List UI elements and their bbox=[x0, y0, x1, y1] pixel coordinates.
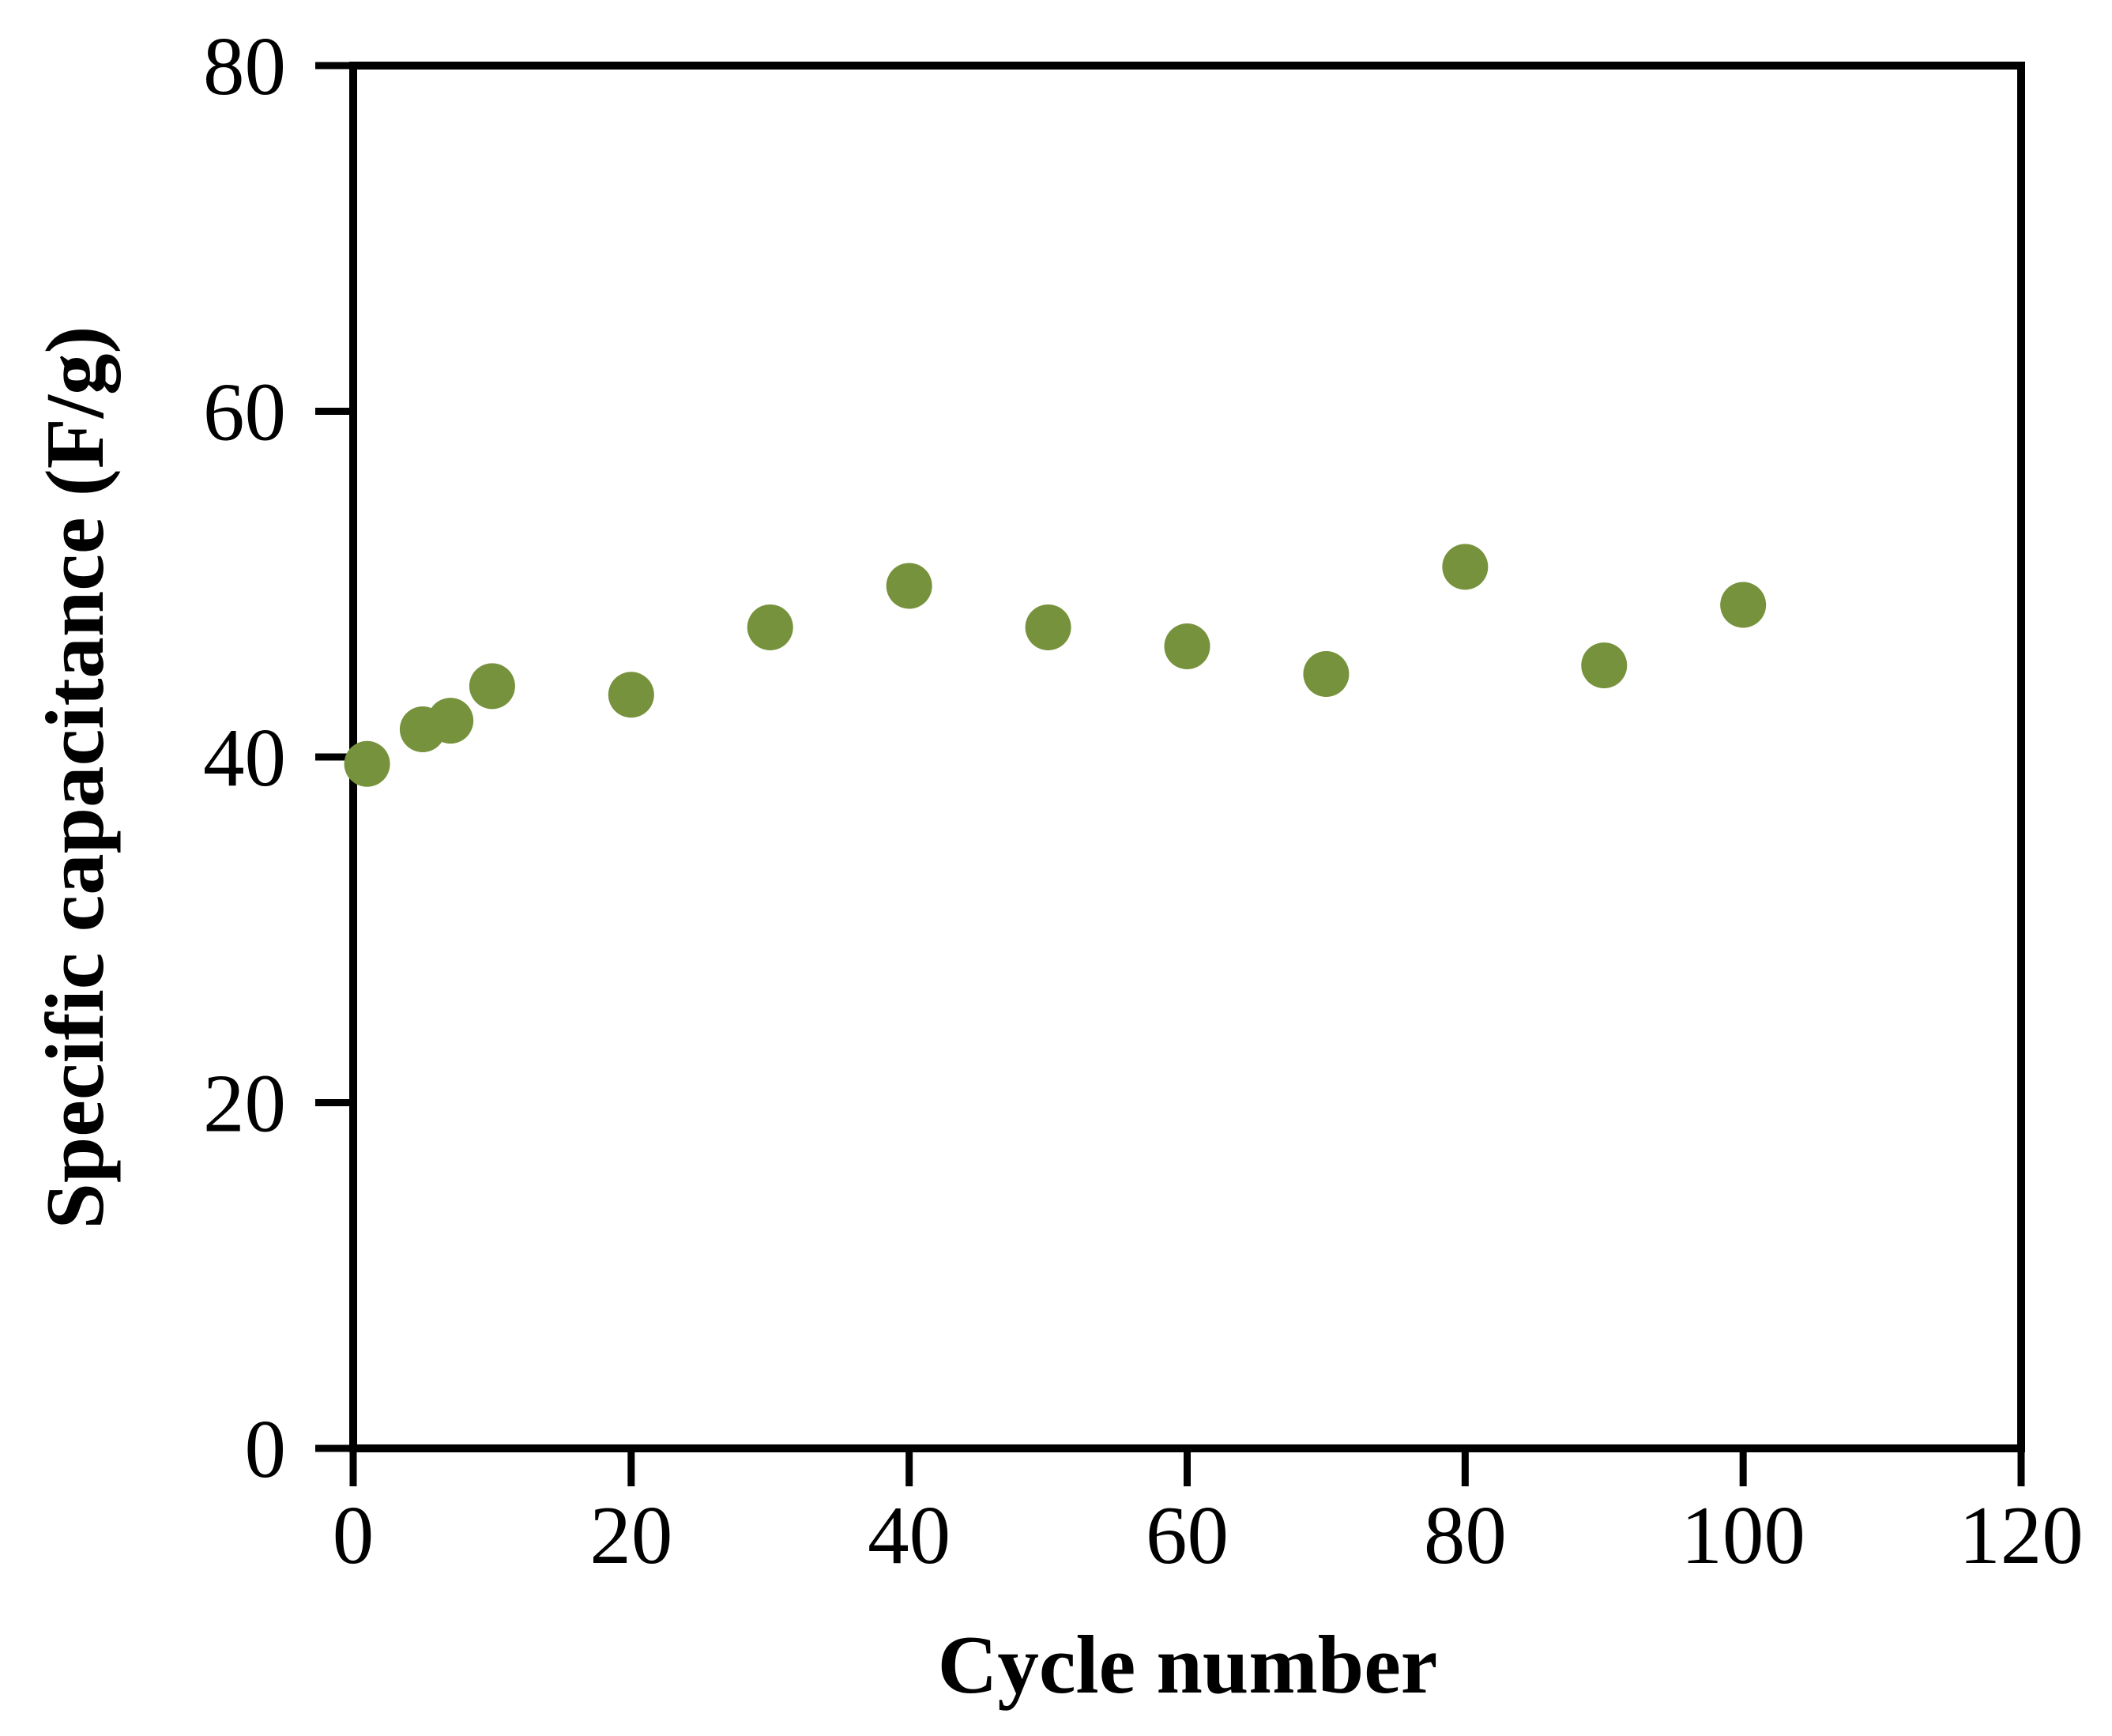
y-tick-label: 20 bbox=[203, 1057, 286, 1150]
x-tick-label: 100 bbox=[1681, 1489, 1805, 1581]
data-point bbox=[1720, 582, 1767, 628]
y-axis-title: Specific capacitance (F/g) bbox=[28, 326, 121, 1229]
data-point bbox=[344, 740, 390, 787]
data-point bbox=[608, 672, 654, 718]
y-tick-label: 40 bbox=[203, 711, 286, 804]
x-tick-label: 120 bbox=[1959, 1489, 2084, 1581]
y-tick-label: 80 bbox=[203, 20, 286, 112]
x-axis-ticks: 0 20 40 60 80 100 120 bbox=[333, 1448, 2084, 1581]
x-tick-label: 80 bbox=[1424, 1489, 1507, 1581]
data-point bbox=[1025, 604, 1071, 650]
data-point bbox=[427, 698, 474, 744]
data-point bbox=[1303, 651, 1350, 697]
y-axis-ticks: 0 20 40 60 80 bbox=[203, 20, 353, 1495]
x-tick-label: 0 bbox=[333, 1489, 375, 1581]
data-point bbox=[886, 563, 932, 609]
data-point bbox=[1442, 544, 1489, 590]
y-tick-label: 60 bbox=[203, 366, 286, 458]
x-tick-label: 60 bbox=[1146, 1489, 1229, 1581]
x-tick-label: 40 bbox=[868, 1489, 951, 1581]
data-point bbox=[1164, 623, 1210, 669]
x-tick-label: 20 bbox=[589, 1489, 672, 1581]
y-tick-label: 0 bbox=[245, 1403, 287, 1495]
data-point bbox=[1581, 642, 1628, 689]
plot-background bbox=[353, 66, 2021, 1448]
data-point bbox=[747, 604, 793, 650]
data-point bbox=[469, 663, 515, 710]
x-axis-title: Cycle number bbox=[938, 1618, 1438, 1711]
data-points bbox=[344, 544, 1767, 787]
